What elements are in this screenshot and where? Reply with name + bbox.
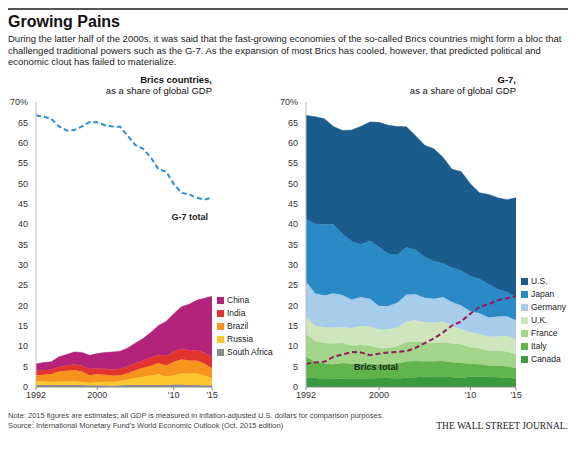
svg-text:45: 45 (18, 198, 28, 208)
svg-text:70%: 70% (280, 97, 298, 107)
html-text:Japan: Japan (531, 289, 555, 299)
html-text:India: India (227, 308, 246, 318)
svg-text:60: 60 (18, 137, 28, 147)
svg-text:15: 15 (288, 321, 298, 331)
html-text:Germany: Germany (531, 302, 566, 312)
svg-text:25: 25 (18, 280, 28, 290)
html-text:France: France (531, 328, 558, 338)
html-text:Source: International Monetary: Source: International Monetary Fund's Wo… (8, 420, 284, 430)
svg-text:35: 35 (18, 239, 28, 249)
svg-text:45: 45 (288, 198, 298, 208)
svg-text:20: 20 (288, 300, 298, 310)
html-text:Growing Pains: Growing Pains (8, 13, 120, 30)
svg-text:1992: 1992 (296, 390, 316, 400)
html-text:G-7,: G-7, (497, 73, 516, 85)
svg-text:1992: 1992 (26, 390, 46, 400)
html-text:as a share of global GDP: as a share of global GDP (105, 84, 212, 96)
svg-text:40: 40 (288, 219, 298, 229)
svg-text:65: 65 (288, 117, 298, 127)
svg-text:25: 25 (288, 280, 298, 290)
html-text:Brics total: Brics total (354, 361, 398, 372)
svg-text:10: 10 (18, 341, 28, 351)
html-text:Italy: Italy (531, 341, 547, 351)
html-text:U.S.: U.S. (531, 276, 548, 286)
svg-text:'15: '15 (510, 390, 522, 400)
html-text:THE WALL STREET JOURNAL.: THE WALL STREET JOURNAL. (436, 420, 568, 431)
html-text:Russia: Russia (227, 334, 253, 344)
html-text:Canada: Canada (531, 354, 561, 364)
svg-text:60: 60 (288, 137, 298, 147)
svg-text:15: 15 (18, 321, 28, 331)
html-text:G-7 total: G-7 total (171, 211, 208, 222)
svg-text:55: 55 (18, 158, 28, 168)
svg-text:5: 5 (23, 361, 28, 371)
svg-text:'15: '15 (206, 390, 218, 400)
svg-text:20: 20 (18, 300, 28, 310)
svg-text:70%: 70% (10, 97, 28, 107)
svg-text:0: 0 (293, 382, 298, 392)
svg-text:30: 30 (288, 260, 298, 270)
svg-text:50: 50 (288, 178, 298, 188)
svg-text:35: 35 (288, 239, 298, 249)
html-text:Brazil: Brazil (227, 321, 249, 331)
svg-text:2000: 2000 (87, 390, 107, 400)
html-text:U.K.: U.K. (531, 315, 548, 325)
svg-text:50: 50 (18, 178, 28, 188)
html-text:Note: 2015 figures are estimat: Note: 2015 figures are estimates; all GD… (8, 410, 384, 420)
html-text:During the latter half of the: During the latter half of the 2000s, it … (8, 33, 562, 67)
svg-text:55: 55 (288, 158, 298, 168)
svg-text:65: 65 (18, 117, 28, 127)
svg-text:'10: '10 (464, 390, 476, 400)
svg-text:30: 30 (18, 260, 28, 270)
svg-text:10: 10 (288, 341, 298, 351)
svg-text:0: 0 (23, 382, 28, 392)
svg-text:40: 40 (18, 219, 28, 229)
svg-text:'10: '10 (168, 390, 180, 400)
svg-text:2000: 2000 (369, 390, 389, 400)
html-text:South Africa: South Africa (227, 347, 273, 357)
html-text:as a share of global GDP: as a share of global GDP (409, 84, 516, 96)
html-text:China: China (227, 295, 250, 305)
html-text:Brics countries,: Brics countries, (140, 73, 212, 85)
svg-text:5: 5 (293, 361, 298, 371)
